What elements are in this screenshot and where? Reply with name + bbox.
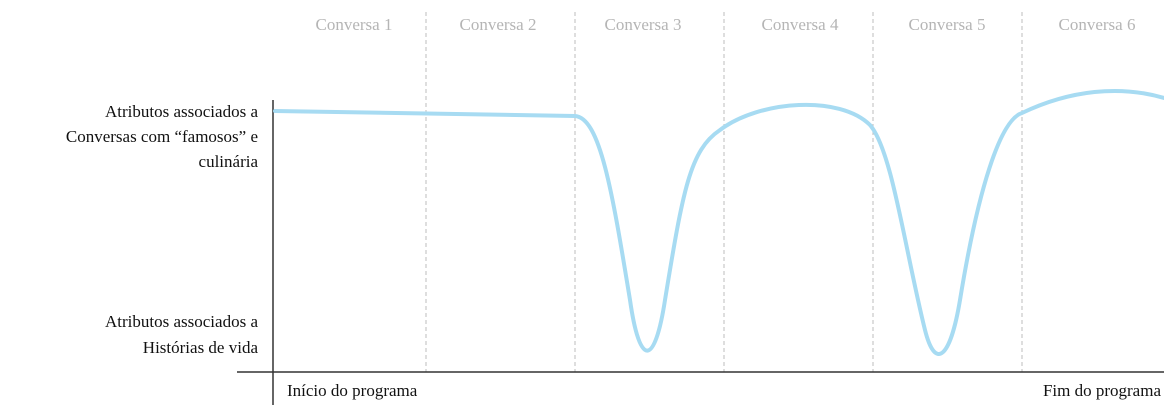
- segment-label: Conversa 4: [762, 15, 839, 34]
- segment-label: Conversa 5: [909, 15, 986, 34]
- y-label: Atributos associados a: [105, 312, 258, 331]
- segment-label: Conversa 1: [316, 15, 393, 34]
- y-label: Histórias de vida: [143, 338, 259, 357]
- dividers: [425, 12, 1023, 372]
- curve: [273, 88, 1164, 356]
- x-label: Fim do programa: [1043, 381, 1161, 400]
- y-label: Conversas com “famosos” e: [66, 127, 258, 146]
- segment-label: Conversa 2: [460, 15, 537, 34]
- segment-label: Conversa 3: [605, 15, 682, 34]
- x-label: Início do programa: [287, 381, 418, 400]
- y-label: culinária: [199, 152, 259, 171]
- segment-label: Conversa 6: [1059, 15, 1136, 34]
- y-label: Atributos associados a: [105, 102, 258, 121]
